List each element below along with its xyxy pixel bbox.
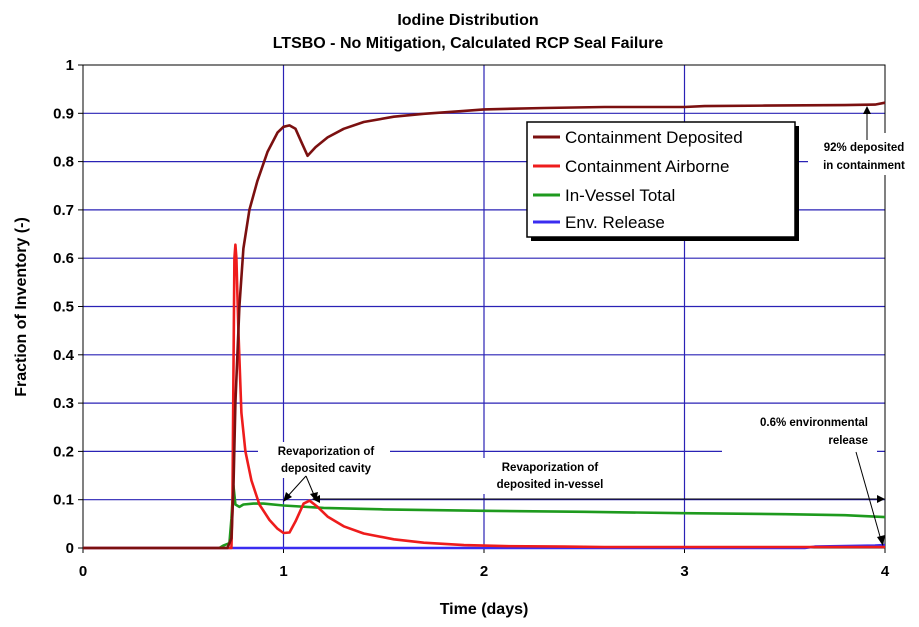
y-tick-label: 0.4	[53, 347, 75, 364]
y-tick-label: 0.1	[53, 492, 74, 509]
annotation-env-release-arrow	[855, 451, 882, 541]
y-axis-label: Fraction of Inventory (-)	[13, 217, 30, 397]
x-tick-label: 2	[480, 563, 488, 580]
x-tick-label: 1	[279, 563, 287, 580]
x-tick-label: 3	[680, 563, 688, 580]
y-tick-label: 0	[66, 540, 74, 557]
annotation-92pct-bg	[808, 133, 916, 175]
annotation-92pct-line2: in containment	[823, 160, 905, 172]
annotation-env-release-line1: 0.6% environmental	[760, 417, 868, 429]
annotation-env-release-arrowhead	[877, 535, 885, 546]
annotation-in-vessel-line1: Revaporization of	[502, 462, 599, 474]
annotation-in-vessel-arrowhead-left	[312, 495, 320, 503]
series-lines	[83, 101, 886, 550]
annotation-cavity-line1: Revaporization of	[278, 446, 375, 458]
annotation-cavity-arrowhead-left	[283, 492, 292, 502]
annotation-in-vessel-arrowhead-right	[877, 495, 885, 503]
y-tick-label: 0.5	[53, 299, 74, 316]
y-tick-label: 0.9	[53, 105, 74, 122]
y-tick-label: 0.3	[53, 395, 74, 412]
annotation-cavity-bg	[258, 442, 390, 478]
annotation-in-vessel-bg	[470, 458, 630, 494]
x-tick-label: 0	[79, 563, 87, 580]
x-tick-label: 4	[881, 563, 890, 580]
annotations: 92% deposited in containment 0.6% enviro…	[258, 106, 916, 546]
series-line-containment-deposited	[83, 101, 886, 550]
annotation-92pct-line1: 92% deposited	[824, 142, 905, 154]
legend: Containment Deposited Containment Airbor…	[526, 121, 799, 241]
y-tick-label: 0.7	[53, 202, 74, 219]
annotation-cavity-arrow-left	[286, 475, 307, 498]
y-tick-label: 0.6	[53, 250, 74, 267]
axis-ticks: 0 0.1 0.2 0.3 0.4 0.5 0.6 0.7 0.8 0.9 1 0 1 2 3 4	[53, 57, 890, 580]
annotation-env-release-bg	[722, 410, 877, 452]
y-tick-label: 0.8	[53, 154, 74, 171]
legend-label-containment-deposited: Containment Deposited	[565, 128, 743, 147]
y-tick-label: 1	[66, 57, 74, 74]
annotation-cavity-arrow-right	[305, 475, 315, 496]
series-line-containment-airborne	[83, 243, 885, 550]
y-tick-label: 0.2	[53, 443, 74, 460]
chart-title: Iodine Distribution	[397, 12, 538, 29]
annotation-cavity-line2: deposited cavity	[281, 463, 372, 475]
chart-subtitle: LTSBO - No Mitigation, Calculated RCP Se…	[273, 35, 664, 52]
x-axis-label: Time (days)	[440, 601, 529, 618]
legend-label-env-release: Env. Release	[565, 213, 665, 232]
legend-label-containment-airborne: Containment Airborne	[565, 157, 729, 176]
legend-label-in-vessel-total: In-Vessel Total	[565, 186, 675, 205]
annotation-92pct-arrowhead	[863, 106, 871, 114]
annotation-env-release-line2: release	[828, 435, 868, 447]
legend-box	[526, 121, 796, 238]
annotation-in-vessel-line2: deposited in-vessel	[497, 479, 604, 491]
